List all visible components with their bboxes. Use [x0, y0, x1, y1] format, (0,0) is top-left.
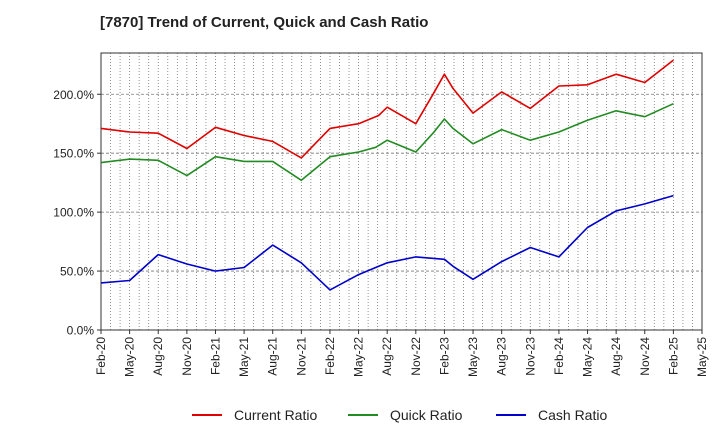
series-line-quick-ratio [100, 102, 674, 182]
x-tick-label: Nov-24 [638, 337, 652, 376]
x-tick-label: Nov-21 [294, 337, 308, 376]
y-tick-label: 50.0% [60, 265, 94, 279]
x-tick-label: May-23 [466, 337, 480, 377]
x-tick-label: May-25 [695, 337, 709, 377]
x-tick-label: May-21 [237, 337, 251, 377]
x-tick-label: Feb-25 [666, 337, 680, 375]
x-tick-label: Nov-23 [523, 337, 537, 376]
x-tick-label: Aug-23 [495, 337, 509, 376]
y-tick-label: 150.0% [53, 147, 94, 161]
x-tick-label: Feb-21 [208, 337, 222, 375]
legend-label: Cash Ratio [538, 407, 607, 423]
legend-label: Quick Ratio [390, 407, 463, 423]
legend-label: Current Ratio [234, 407, 317, 423]
x-tick-label: May-24 [581, 337, 595, 377]
chart-title: [7870] Trend of Current, Quick and Cash … [100, 14, 429, 31]
x-tick-label: Aug-20 [151, 337, 165, 376]
series-line-cash-ratio [100, 194, 674, 291]
series-line-current-ratio [100, 59, 674, 159]
plot-area [101, 53, 702, 330]
x-tick-label: Feb-22 [323, 337, 337, 375]
x-tick-label: Aug-21 [266, 337, 280, 376]
y-tick-label: 0.0% [67, 324, 95, 338]
plot-frame [100, 52, 703, 331]
y-tick-label: 100.0% [53, 206, 94, 220]
x-tick-label: Feb-23 [437, 337, 451, 375]
x-tick-label: Aug-24 [609, 337, 623, 376]
y-tick-label: 200.0% [53, 88, 94, 102]
x-tick-label: Nov-22 [409, 337, 423, 376]
x-tick-label: Aug-22 [380, 337, 394, 376]
x-tick-label: Nov-20 [180, 337, 194, 376]
x-tick-label: Feb-20 [94, 337, 108, 375]
x-tick-label: Feb-24 [552, 337, 566, 375]
x-tick-label: May-20 [123, 337, 137, 377]
x-tick-label: May-22 [352, 337, 366, 377]
